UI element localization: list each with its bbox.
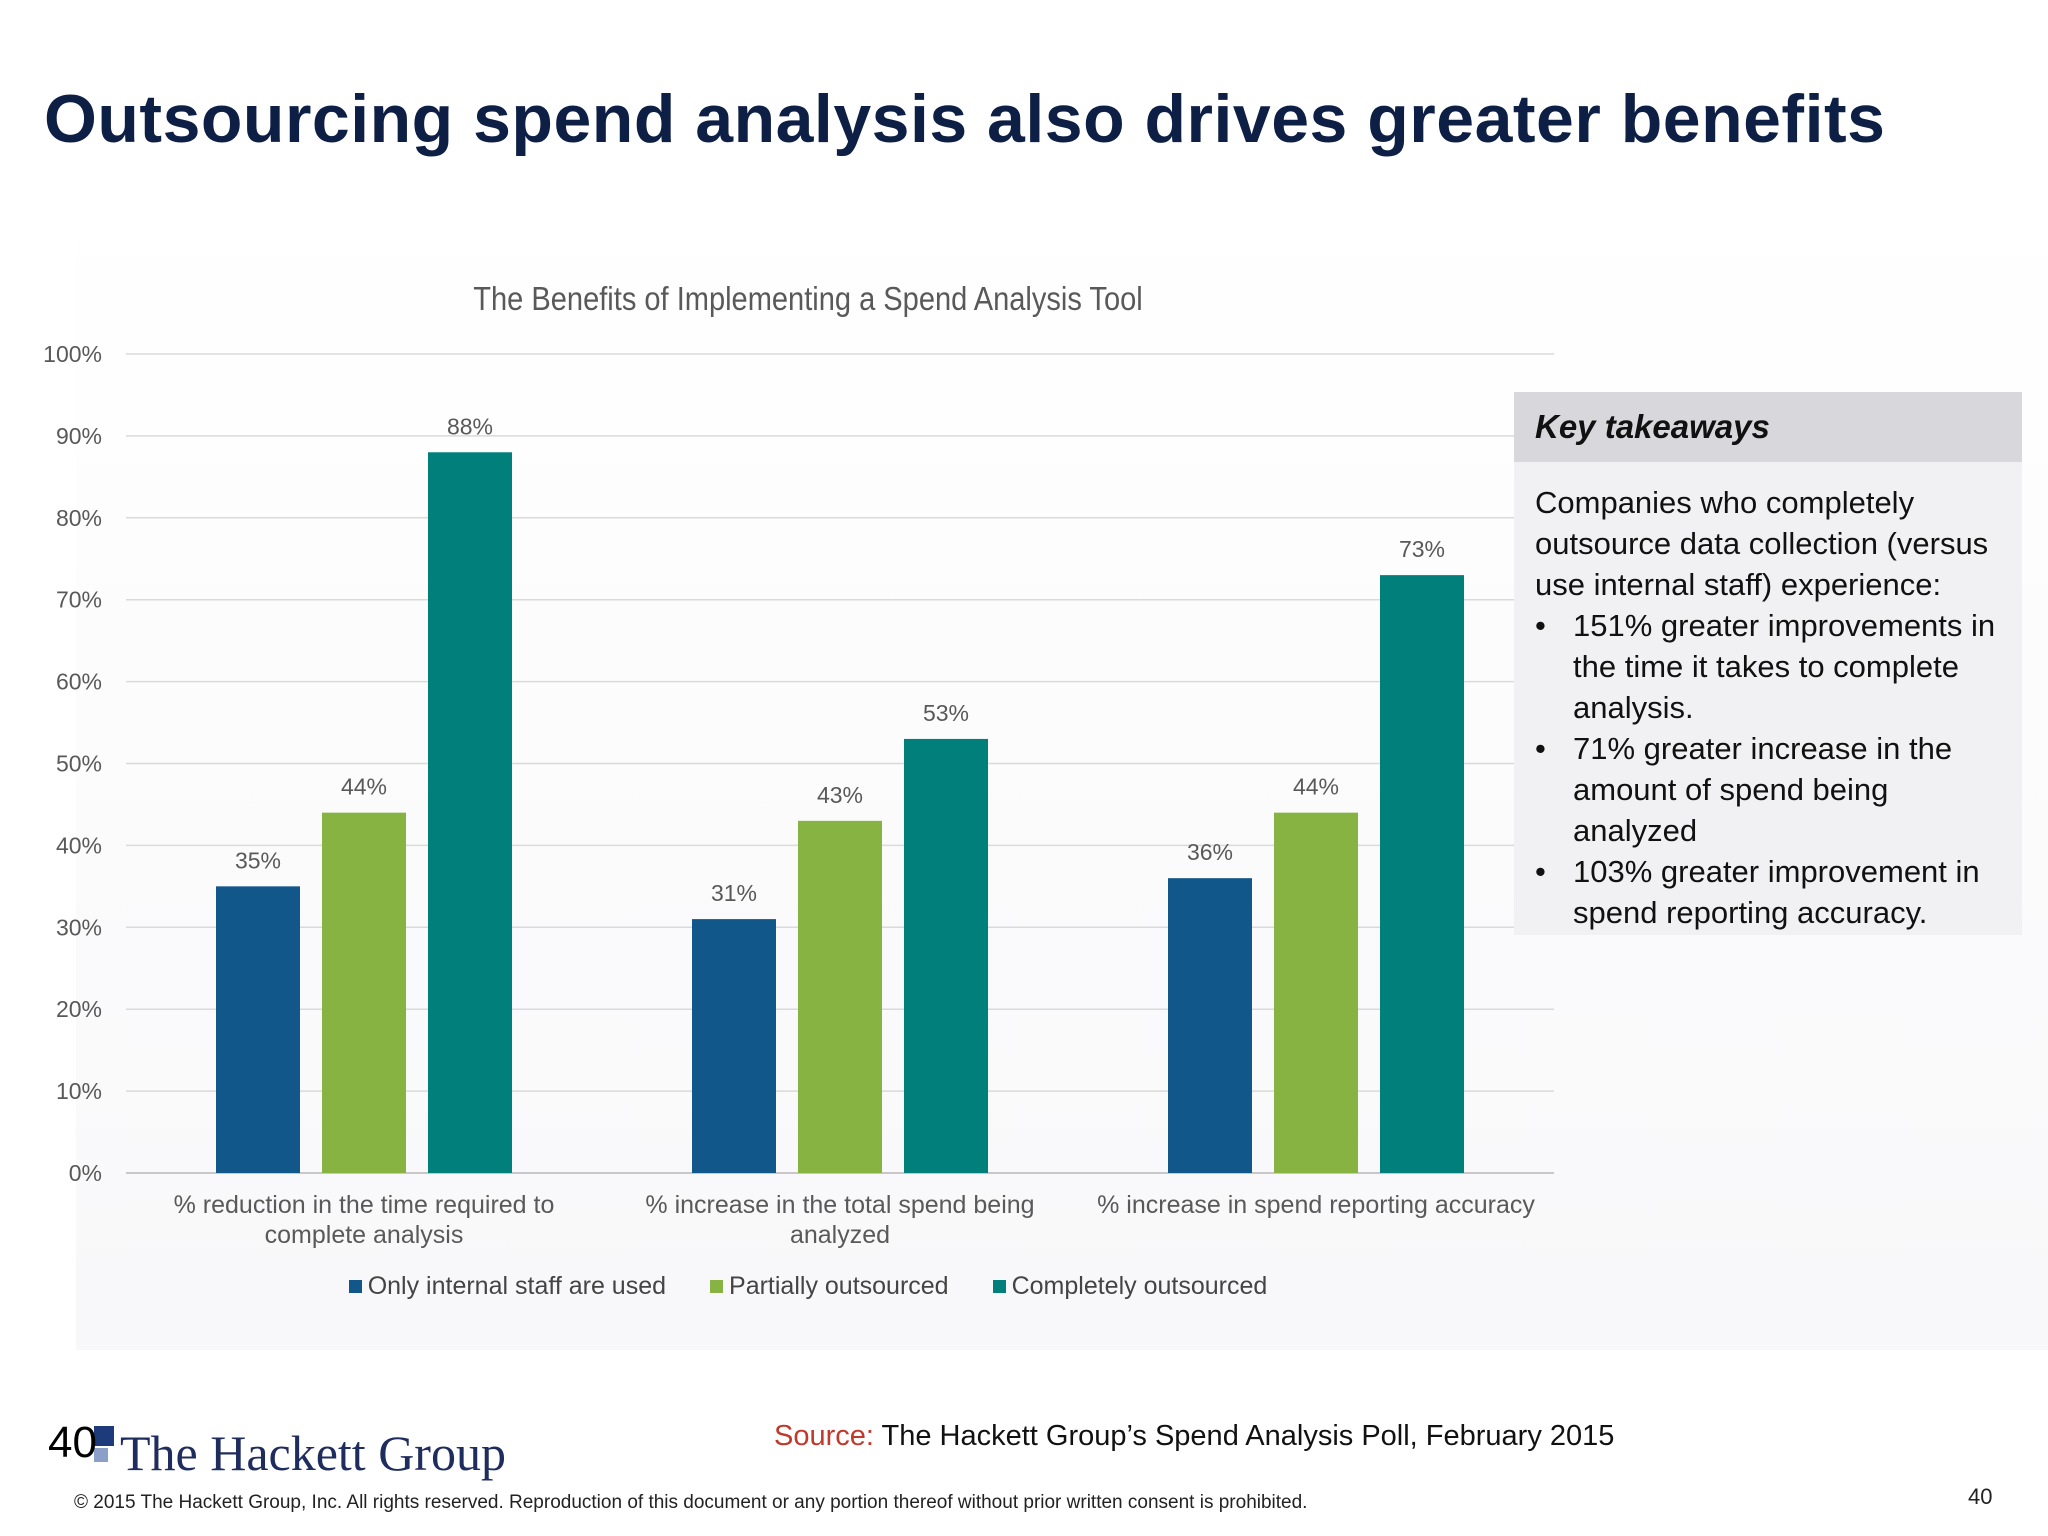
y-tick-label: 20%: [56, 996, 102, 1022]
x-category-label: analyzed: [790, 1221, 890, 1249]
bar: [1168, 878, 1252, 1173]
y-tick-label: 70%: [56, 587, 102, 613]
data-label: 35%: [235, 847, 281, 873]
key-takeaways-list: 151% greater improvements in the time it…: [1535, 605, 2010, 933]
legend-label: Completely outsourced: [1011, 1272, 1268, 1300]
copyright-notice: © 2015 The Hackett Group, Inc. All right…: [74, 1492, 1308, 1513]
page-number-right: 40: [1968, 1484, 1993, 1509]
data-label: 36%: [1187, 839, 1233, 865]
legend-swatch: [710, 1280, 724, 1293]
y-tick-label: 50%: [56, 751, 102, 777]
bar: [216, 886, 300, 1173]
page-number-left: 40: [48, 1418, 97, 1467]
x-category-label: % reduction in the time required to: [174, 1191, 555, 1219]
logo-text: The Hackett Group: [120, 1425, 506, 1481]
bar: [428, 452, 512, 1173]
y-tick-label: 10%: [56, 1078, 102, 1104]
legend-item-complete: Completely outsourced: [992, 1272, 1268, 1301]
key-takeaways-intro: Companies who completely outsource data …: [1535, 485, 1989, 602]
source-text: The Hackett Group’s Spend Analysis Poll,…: [873, 1420, 1615, 1452]
y-tick-label: 100%: [43, 341, 102, 367]
y-tick-label: 60%: [56, 669, 102, 695]
data-label: 31%: [711, 880, 757, 906]
source-note: Source: The Hackett Group’s Spend Analys…: [774, 1420, 1614, 1453]
legend-label: Only internal staff are used: [367, 1272, 667, 1300]
legend-item-partial: Partially outsourced: [710, 1272, 949, 1301]
chart-title: The Benefits of Implementing a Spend Ana…: [473, 280, 1143, 317]
legend-swatch: [348, 1280, 362, 1293]
key-takeaways-body: Companies who completely outsource data …: [1514, 462, 2022, 933]
key-takeaways-title: Key takeaways: [1535, 408, 1770, 445]
x-category-label: % increase in spend reporting accuracy: [1097, 1191, 1535, 1219]
y-tick-label: 40%: [56, 832, 102, 858]
y-tick-label: 80%: [56, 505, 102, 531]
hackett-logo: The Hackett Group: [94, 1426, 506, 1480]
data-label: 44%: [341, 774, 387, 800]
x-category-label: % increase in the total spend being: [645, 1191, 1034, 1219]
chart-legend: Only internal staff are used Partially o…: [0, 1272, 1616, 1301]
slide-title: Outsourcing spend analysis also drives g…: [44, 81, 1886, 157]
takeaway-bullet: 103% greater improvement in spend report…: [1535, 851, 2010, 933]
data-label: 88%: [447, 413, 493, 439]
y-tick-label: 30%: [56, 914, 102, 940]
y-tick-label: 0%: [69, 1160, 102, 1186]
data-label: 53%: [923, 700, 969, 726]
source-label: Source:: [774, 1420, 874, 1452]
takeaway-bullet: 151% greater improvements in the time it…: [1535, 605, 2010, 728]
bar: [1380, 575, 1464, 1173]
logo-mark-icon: [94, 1426, 118, 1468]
bar: [692, 919, 776, 1173]
bar: [904, 738, 988, 1173]
key-takeaways-panel: Key takeaways Companies who completely o…: [1514, 392, 2022, 935]
key-takeaways-header: Key takeaways: [1514, 392, 2022, 462]
data-label: 44%: [1293, 774, 1339, 800]
data-label: 43%: [817, 782, 863, 808]
x-category-label: complete analysis: [265, 1221, 464, 1249]
takeaway-bullet: 71% greater increase in the amount of sp…: [1535, 728, 2010, 851]
legend-swatch: [992, 1280, 1006, 1293]
bar: [798, 820, 882, 1173]
y-tick-label: 90%: [56, 423, 102, 449]
data-label: 73%: [1399, 536, 1445, 562]
legend-label: Partially outsourced: [729, 1272, 949, 1300]
bar: [1274, 812, 1358, 1173]
legend-item-internal: Only internal staff are used: [348, 1272, 667, 1301]
bar: [322, 812, 406, 1173]
